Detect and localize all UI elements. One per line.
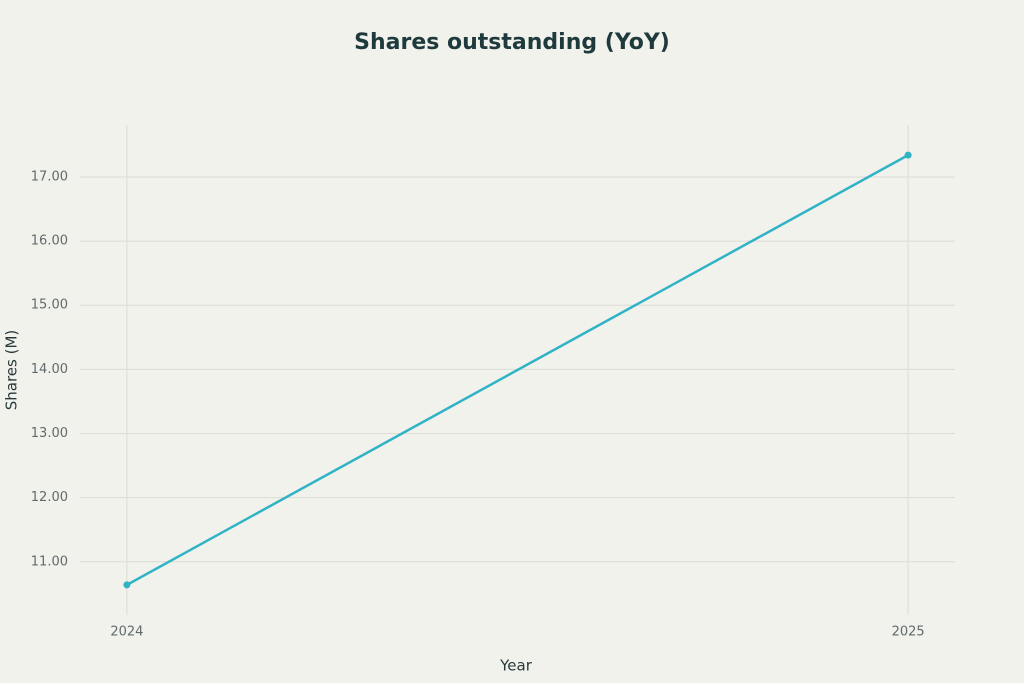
x-axis-title: Year	[499, 657, 533, 675]
y-tick-label: 11.00	[31, 554, 68, 569]
y-tick-label: 16.00	[31, 234, 68, 249]
point	[904, 151, 912, 159]
y-tick-label: 14.00	[31, 362, 68, 377]
y-tick-label: 17.00	[31, 169, 68, 184]
y-tick-label: 15.00	[31, 298, 68, 313]
y-tick-label: 13.00	[31, 426, 68, 441]
x-tick-label: 2024	[110, 625, 143, 640]
y-axis-title: Shares (M)	[3, 330, 21, 411]
chart-title: Shares outstanding (YoY)	[354, 30, 670, 55]
y-tick-label: 12.00	[31, 490, 68, 505]
x-tick-label: 2025	[892, 625, 925, 640]
point	[123, 581, 131, 589]
line	[126, 154, 909, 586]
